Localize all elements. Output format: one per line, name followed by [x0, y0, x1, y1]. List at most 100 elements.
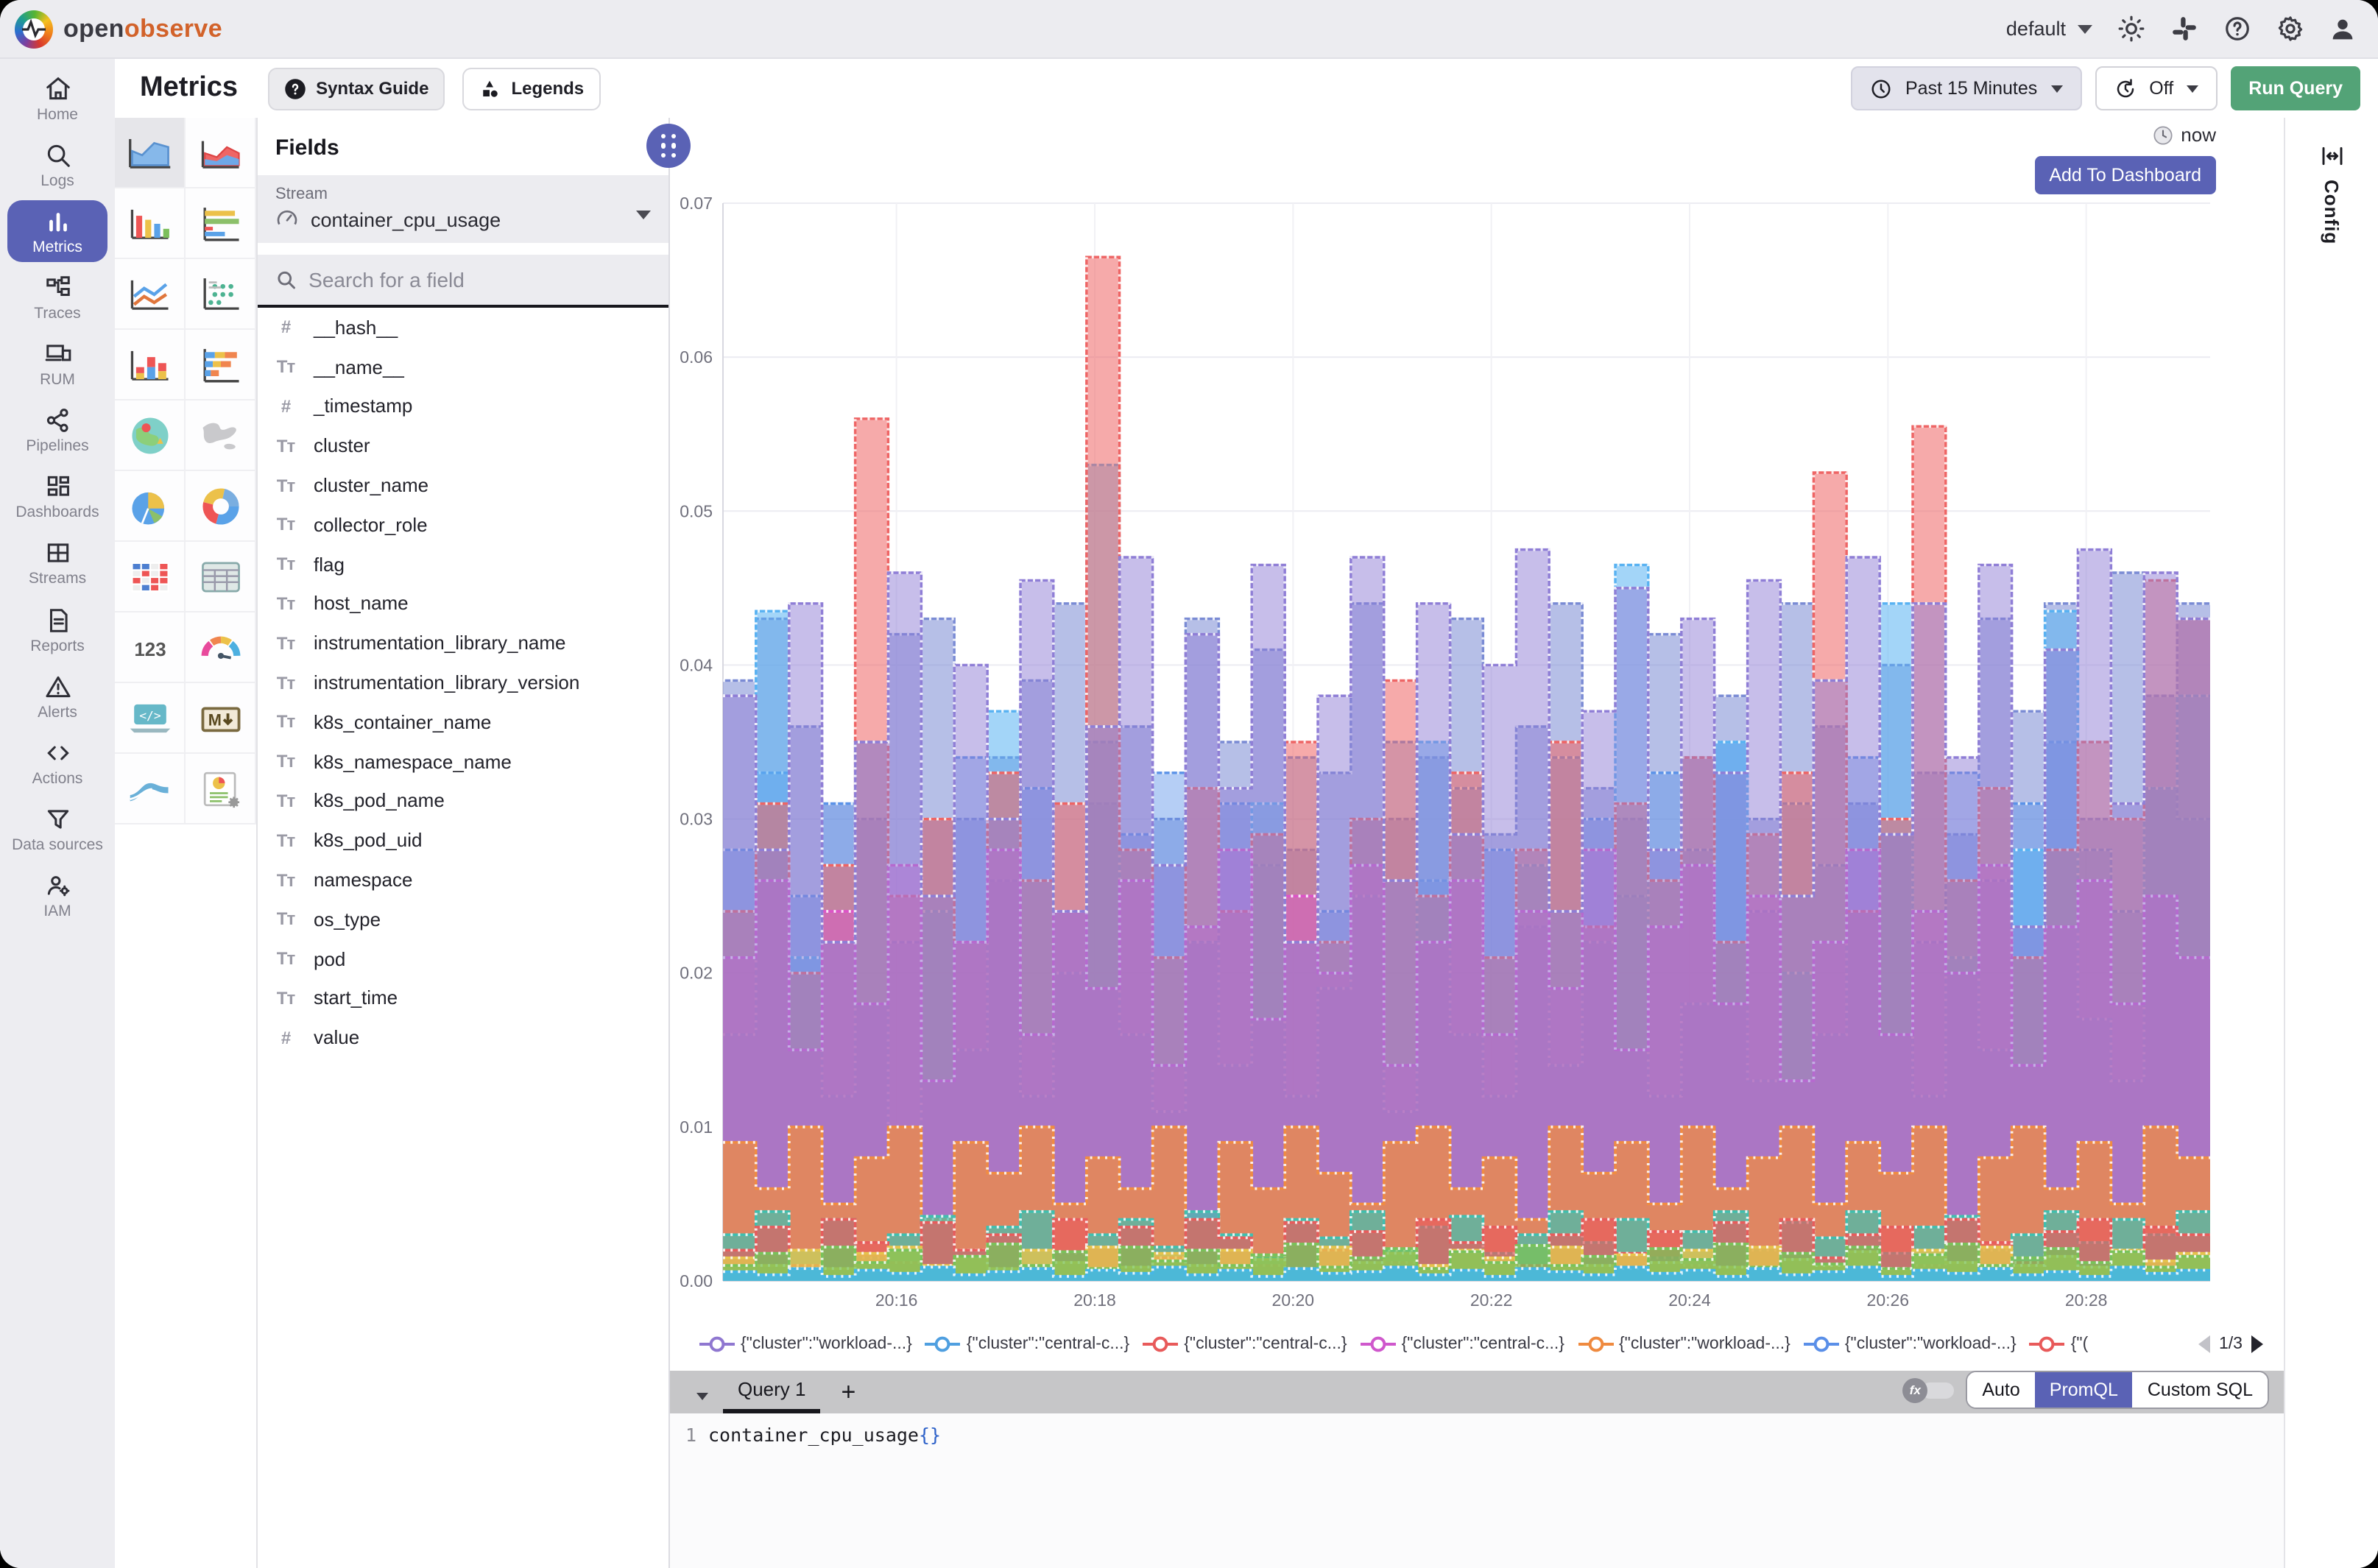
- legend-item-1[interactable]: {"cluster":"central-c...}: [925, 1335, 1129, 1353]
- query-mode-promql[interactable]: PromQL: [2034, 1372, 2133, 1408]
- query-mode-auto[interactable]: Auto: [1967, 1372, 2035, 1408]
- metrics-chart-svg[interactable]: 0.07 0.06 0.05 0.04 0.03 0.02 0.01 0.00 20:16 20:…: [670, 118, 2284, 1371]
- stream-selector[interactable]: Stream container_cpu_usage: [258, 175, 668, 243]
- chart-type-scatter[interactable]: [186, 259, 256, 330]
- sidebar-item-data-sources[interactable]: Data sources: [7, 797, 107, 859]
- chart-type-scatter-icon: [202, 278, 239, 309]
- field-item-k8s_namespace_name[interactable]: Tᴛ k8s_namespace_name: [258, 742, 668, 782]
- field-item-__hash__[interactable]: # __hash__: [258, 308, 668, 347]
- chart-type-panel: 123 </> M: [115, 118, 258, 1568]
- sidebar-item-rum[interactable]: RUM: [7, 333, 107, 395]
- sidebar-item-reports[interactable]: Reports: [7, 598, 107, 660]
- chart-type-donut[interactable]: [186, 471, 256, 542]
- chart-type-maps[interactable]: [186, 400, 256, 471]
- chart-type-geomap[interactable]: [115, 400, 186, 471]
- legend-label: {"cluster":"central-c...}: [1401, 1335, 1564, 1353]
- legend-item-6[interactable]: {"(: [2029, 1335, 2088, 1353]
- legend-item-2[interactable]: {"cluster":"central-c...}: [1143, 1335, 1347, 1353]
- function-toggle[interactable]: fx: [1902, 1377, 1955, 1402]
- slack-icon[interactable]: [2169, 14, 2198, 43]
- sidebar-item-iam[interactable]: IAM: [7, 864, 107, 926]
- legend-item-5[interactable]: {"cluster":"workload-...}: [1803, 1335, 2017, 1353]
- field-item-os_type[interactable]: Tᴛ os_type: [258, 900, 668, 939]
- chart-type-html[interactable]: </>: [115, 683, 186, 754]
- field-name: _timestamp: [314, 395, 413, 417]
- query-mode-custom-sql[interactable]: Custom SQL: [2132, 1372, 2268, 1408]
- chart-type-custom-chart[interactable]: [186, 754, 256, 824]
- syntax-guide-button[interactable]: Syntax Guide: [267, 67, 445, 110]
- chart-type-stacked-bar[interactable]: [115, 330, 186, 400]
- settings-gear-icon[interactable]: [2275, 14, 2304, 43]
- run-query-button[interactable]: Run Query: [2231, 66, 2360, 110]
- chart-type-pie[interactable]: [115, 471, 186, 542]
- panel-drag-handle[interactable]: [646, 124, 691, 168]
- chart-type-custom-chart-icon: [202, 771, 239, 808]
- legend-item-0[interactable]: {"cluster":"workload-...}: [699, 1335, 912, 1353]
- config-panel-tab[interactable]: Config: [2284, 118, 2378, 1568]
- help-icon[interactable]: [2222, 14, 2251, 43]
- add-query-button[interactable]: +: [841, 1378, 856, 1406]
- field-item-__name__[interactable]: Tᴛ __name__: [258, 347, 668, 387]
- field-item-k8s_pod_uid[interactable]: Tᴛ k8s_pod_uid: [258, 821, 668, 861]
- chart-type-markdown-icon: M: [200, 706, 240, 732]
- query-collapse-icon[interactable]: [696, 1393, 708, 1400]
- sidebar-item-label: Alerts: [38, 703, 77, 721]
- legend-prev-icon[interactable]: [2198, 1335, 2210, 1353]
- sidebar-item-pipelines[interactable]: Pipelines: [7, 400, 107, 462]
- field-item-start_time[interactable]: Tᴛ start_time: [258, 978, 668, 1018]
- field-item-_timestamp[interactable]: # _timestamp: [258, 386, 668, 426]
- sidebar-item-alerts[interactable]: Alerts: [7, 665, 107, 727]
- field-search-input[interactable]: [308, 268, 651, 292]
- field-item-instrumentation_library_version[interactable]: Tᴛ instrumentation_library_version: [258, 663, 668, 702]
- legend-item-3[interactable]: {"cluster":"central-c...}: [1360, 1335, 1564, 1353]
- sidebar-item-traces[interactable]: Traces: [7, 266, 107, 328]
- field-search: [258, 255, 668, 305]
- chart-type-bar[interactable]: [115, 188, 186, 259]
- field-item-k8s_container_name[interactable]: Tᴛ k8s_container_name: [258, 702, 668, 742]
- chart-type-area[interactable]: [115, 118, 186, 188]
- dashboards-icon: [46, 476, 68, 497]
- add-to-dashboard-button[interactable]: Add To Dashboard: [2034, 156, 2216, 194]
- query-tab[interactable]: Query 1: [723, 1378, 821, 1413]
- field-item-k8s_pod_name[interactable]: Tᴛ k8s_pod_name: [258, 781, 668, 821]
- sidebar-item-actions[interactable]: Actions: [7, 731, 107, 793]
- field-type-text-icon: Tᴛ: [276, 869, 295, 891]
- chart-type-metric-text[interactable]: 123: [115, 612, 186, 683]
- sidebar-item-logs[interactable]: Logs: [7, 134, 107, 196]
- user-avatar-icon[interactable]: [2328, 14, 2357, 43]
- field-item-cluster_name[interactable]: Tᴛ cluster_name: [258, 465, 668, 505]
- chart-type-h-stacked-bar[interactable]: [186, 330, 256, 400]
- auto-refresh-selector[interactable]: Off: [2095, 66, 2218, 110]
- streams-icon: [46, 544, 68, 563]
- chart-type-sankey[interactable]: [115, 754, 186, 824]
- sidebar-item-dashboards[interactable]: Dashboards: [7, 466, 107, 528]
- chart-type-line[interactable]: [115, 259, 186, 330]
- legend-next-icon[interactable]: [2251, 1335, 2263, 1353]
- field-item-pod[interactable]: Tᴛ pod: [258, 939, 668, 979]
- field-item-namespace[interactable]: Tᴛ namespace: [258, 860, 668, 900]
- chart-type-markdown[interactable]: M: [186, 683, 256, 754]
- field-item-instrumentation_library_name[interactable]: Tᴛ instrumentation_library_name: [258, 624, 668, 663]
- field-item-flag[interactable]: Tᴛ flag: [258, 545, 668, 585]
- field-item-collector_role[interactable]: Tᴛ collector_role: [258, 505, 668, 545]
- theme-toggle-icon[interactable]: [2116, 14, 2145, 43]
- time-range-selector[interactable]: Past 15 Minutes: [1851, 66, 2082, 110]
- chart-type-area-stacked[interactable]: [186, 118, 256, 188]
- chart-type-heatmap[interactable]: [115, 542, 186, 612]
- field-item-value[interactable]: # value: [258, 1018, 668, 1058]
- query-editor[interactable]: 1 container_cpu_usage{}: [670, 1413, 2284, 1568]
- page-title: Metrics: [140, 72, 239, 103]
- chart-type-gauge[interactable]: [186, 612, 256, 683]
- sidebar-item-home[interactable]: Home: [7, 68, 107, 130]
- chart-type-h-bar[interactable]: [186, 188, 256, 259]
- sidebar-item-streams[interactable]: Streams: [7, 532, 107, 594]
- field-item-cluster[interactable]: Tᴛ cluster: [258, 426, 668, 466]
- svg-text:20:24: 20:24: [1668, 1290, 1711, 1310]
- chart-type-table[interactable]: [186, 542, 256, 612]
- legends-button[interactable]: Legends: [462, 67, 601, 110]
- field-type-text-icon: Tᴛ: [276, 987, 295, 1009]
- sidebar-item-metrics[interactable]: Metrics: [7, 200, 107, 263]
- org-selector[interactable]: default: [2006, 18, 2092, 40]
- field-item-host_name[interactable]: Tᴛ host_name: [258, 584, 668, 624]
- legend-item-4[interactable]: {"cluster":"workload-...}: [1578, 1335, 1790, 1353]
